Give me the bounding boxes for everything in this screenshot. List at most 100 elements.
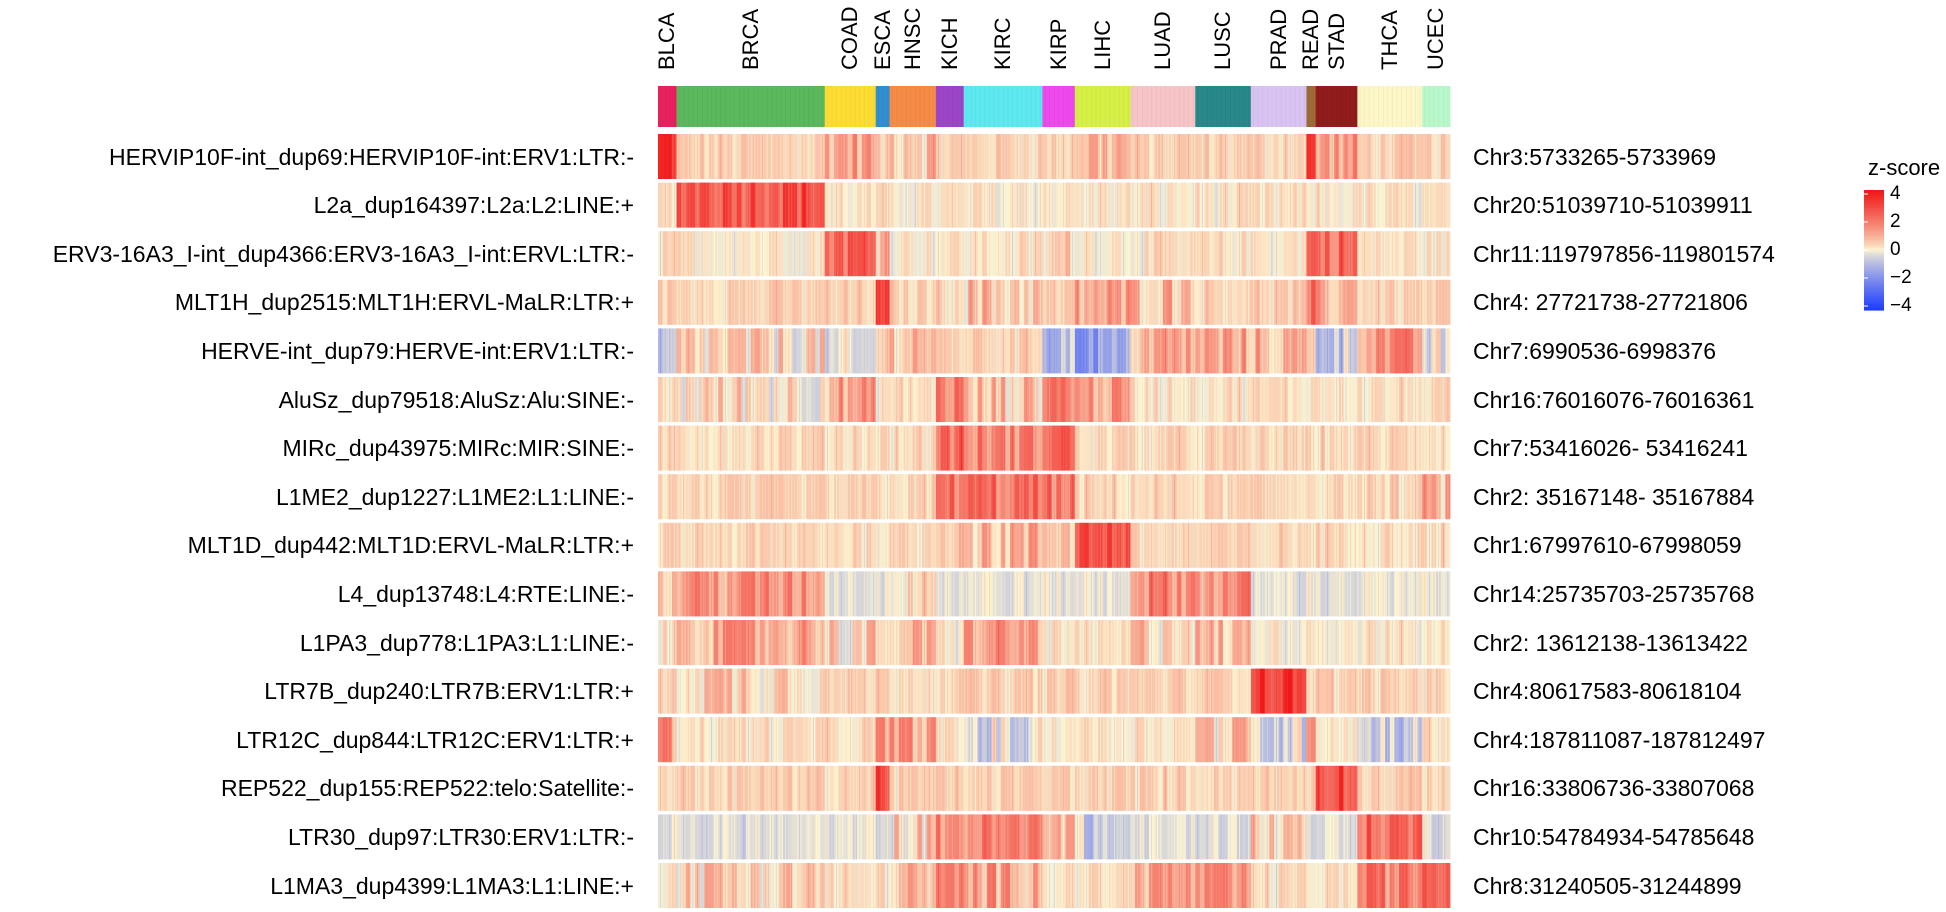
heatmap-streak <box>1391 231 1393 277</box>
heatmap-streak <box>1206 328 1208 374</box>
heatmap-streak <box>771 377 773 422</box>
heatmap-streak <box>669 620 671 665</box>
heatmap-streak <box>836 522 837 568</box>
heatmap-streak <box>785 474 787 520</box>
heatmap-streak <box>836 279 837 325</box>
heatmap-streak <box>1266 668 1268 714</box>
heatmap-streak <box>900 668 902 714</box>
heatmap-streak <box>1030 571 1032 617</box>
heatmap-streak <box>1025 474 1027 520</box>
heatmap-streak <box>1303 717 1305 763</box>
heatmap-streak <box>1132 134 1134 179</box>
heatmap-streak <box>1350 231 1352 277</box>
heatmap-streak <box>975 425 976 471</box>
heatmap-streak <box>678 814 680 860</box>
heatmap-streak <box>1049 377 1051 422</box>
heatmap-streak <box>919 377 921 422</box>
heatmap-streak <box>1021 231 1023 277</box>
heatmap-streak <box>951 717 953 763</box>
heatmap-streak <box>845 814 847 860</box>
heatmap-streak <box>1030 717 1032 763</box>
heatmap-streak <box>757 814 759 860</box>
heatmap-streak <box>1239 571 1240 617</box>
heatmap-streak <box>877 668 879 714</box>
heatmap-streak <box>734 474 736 520</box>
heatmap-streak <box>761 474 763 520</box>
heatmap-streak <box>1118 231 1120 277</box>
heatmap-streak <box>1104 765 1106 811</box>
heatmap-streak <box>1053 571 1055 617</box>
heatmap-streak <box>868 668 870 714</box>
heatmap-streak <box>1243 474 1245 520</box>
heatmap-streak <box>817 717 819 763</box>
heatmap-streak <box>775 474 777 520</box>
heatmap-streak <box>887 231 888 277</box>
heatmap-streak <box>1081 668 1083 714</box>
heatmap-streak <box>1197 620 1199 665</box>
heatmap-streak <box>1155 377 1157 422</box>
heatmap-streak <box>1109 717 1111 763</box>
heatmap-streak <box>1095 814 1097 860</box>
heatmap-streak <box>1442 765 1444 811</box>
heatmap-streak <box>1012 717 1013 763</box>
heatmap-streak <box>1419 765 1421 811</box>
heatmap-streak <box>1058 571 1060 617</box>
heatmap-streak <box>748 571 749 617</box>
heatmap-streak <box>1299 425 1301 471</box>
heatmap-streak <box>1030 328 1032 374</box>
heatmap-streak <box>919 134 921 179</box>
heatmap-streak <box>1197 474 1199 520</box>
heatmap-streak <box>1178 474 1180 520</box>
heatmap-streak <box>873 668 875 714</box>
heatmap-streak <box>1211 377 1213 422</box>
heatmap-streak <box>771 717 773 763</box>
heatmap-streak <box>1063 182 1064 228</box>
heatmap-streak <box>1113 765 1115 811</box>
heatmap-streak <box>877 377 879 422</box>
heatmap-streak <box>724 328 726 374</box>
heatmap-streak <box>780 182 782 228</box>
heatmap-streak <box>1438 668 1440 714</box>
heatmap-streak <box>1229 717 1231 763</box>
heatmap-streak <box>914 620 916 665</box>
heatmap-streak <box>743 134 745 179</box>
heatmap-streak <box>1317 474 1319 520</box>
heatmap-streak <box>1303 377 1305 422</box>
heatmap-streak <box>803 765 805 811</box>
heatmap-streak <box>1410 765 1412 811</box>
heatmap-streak <box>1063 231 1064 277</box>
heatmap-streak <box>1327 231 1328 277</box>
heatmap-streak <box>1350 522 1352 568</box>
heatmap-streak <box>840 182 842 228</box>
heatmap-streak <box>928 328 930 374</box>
heatmap-streak <box>1289 182 1291 228</box>
heatmap-streak <box>701 474 703 520</box>
heatmap-streak <box>854 474 856 520</box>
heatmap-streak <box>1294 765 1296 811</box>
heatmap-streak <box>896 182 898 228</box>
heatmap-streak <box>673 765 675 811</box>
heatmap-streak <box>706 765 708 811</box>
heatmap-streak <box>1345 328 1347 374</box>
heatmap-streak <box>1391 182 1393 228</box>
heatmap-streak <box>924 328 925 374</box>
heatmap-streak <box>1391 474 1393 520</box>
heatmap-streak <box>1252 620 1254 665</box>
heatmap-streak <box>1118 620 1120 665</box>
heatmap-streak <box>664 182 666 228</box>
heatmap-streak <box>1100 182 1101 228</box>
heatmap-streak <box>1002 377 1004 422</box>
heatmap-streak <box>1021 474 1023 520</box>
heatmap-streak <box>887 620 888 665</box>
heatmap-streak <box>887 571 888 617</box>
heatmap-streak <box>863 279 865 325</box>
heatmap-streak <box>863 328 865 374</box>
heatmap-streak <box>687 279 689 325</box>
heatmap-streak <box>1188 474 1189 520</box>
heatmap-streak <box>1229 668 1231 714</box>
heatmap-streak <box>1317 328 1319 374</box>
heatmap-streak <box>1239 425 1240 471</box>
heatmap-streak <box>1424 328 1426 374</box>
heatmap-streak <box>1271 182 1273 228</box>
heatmap-streak <box>1044 328 1046 374</box>
